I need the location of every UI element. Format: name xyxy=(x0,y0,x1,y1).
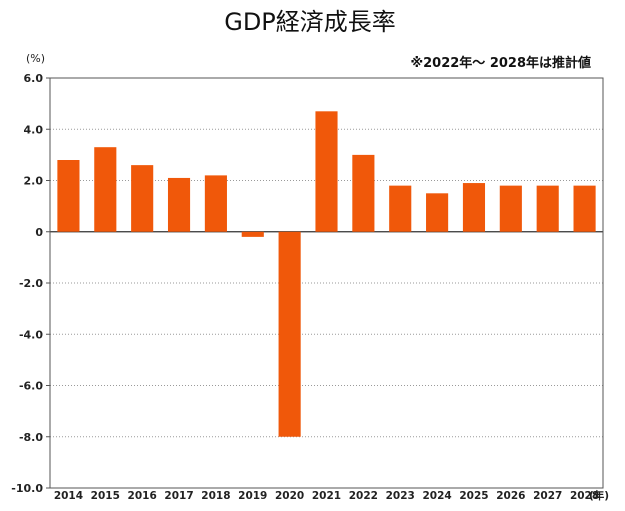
x-tick-label: 2022 xyxy=(349,490,378,502)
x-tick-label: 2028 xyxy=(570,490,599,502)
bar-2026 xyxy=(499,185,522,232)
x-axis-ticks: 2014 2015 2016 2017 2018 2019 2020 2021 2022 2023… xyxy=(54,490,599,502)
bar-2025 xyxy=(462,183,486,232)
x-axis-unit: (年) xyxy=(589,489,609,502)
x-tick-label: 2020 xyxy=(275,490,304,502)
bar-2015 xyxy=(94,147,117,232)
bar-2028 xyxy=(573,185,596,232)
y-axis-unit: (%) xyxy=(26,52,45,65)
bar-2024 xyxy=(426,193,449,232)
x-tick-label: 2021 xyxy=(312,490,341,502)
x-tick-label: 2025 xyxy=(459,490,488,502)
bars xyxy=(57,111,596,437)
y-tick-label: -8.0 xyxy=(19,431,43,444)
bar-2014 xyxy=(57,160,80,232)
x-tick-label: 2014 xyxy=(54,490,83,502)
x-tick-label: 2018 xyxy=(201,490,230,502)
y-tick-label: -2.0 xyxy=(19,277,43,290)
y-tick-label: -4.0 xyxy=(19,328,43,341)
x-tick-label: 2026 xyxy=(496,490,525,502)
x-tick-label: 2015 xyxy=(91,490,120,502)
y-axis-ticks: 6.0 4.0 2.0 0 -2.0 -4.0 -6.0 -8.0 -10.0 xyxy=(11,72,43,495)
x-tick-label: 2017 xyxy=(164,490,193,502)
bar-2021 xyxy=(315,111,338,232)
y-tick-label: 4.0 xyxy=(24,123,44,136)
bar-2020 xyxy=(278,231,301,437)
chart-title: GDP経済成長率 xyxy=(224,8,396,36)
bar-2018 xyxy=(204,175,227,232)
y-tick-label: -6.0 xyxy=(19,380,43,393)
bar-2019 xyxy=(241,231,264,237)
x-tick-label: 2016 xyxy=(128,490,157,502)
y-tick-label: 6.0 xyxy=(24,72,44,85)
x-tick-label: 2023 xyxy=(386,490,415,502)
bar-2022 xyxy=(352,154,375,232)
x-tick-label: 2024 xyxy=(422,490,451,502)
y-tick-label: -10.0 xyxy=(11,482,43,495)
x-tick-label: 2019 xyxy=(238,490,267,502)
plot-frame xyxy=(49,77,604,489)
y-tick-label: 2.0 xyxy=(24,175,44,188)
y-tick-label: 0 xyxy=(35,226,43,239)
bar-2016 xyxy=(131,165,154,232)
bar-2017 xyxy=(167,177,191,232)
chart-note: ※2022年～ 2028年は推計値 xyxy=(410,55,591,71)
x-tick-label: 2027 xyxy=(533,490,562,502)
bar-2027 xyxy=(536,185,559,232)
bar-2023 xyxy=(389,185,412,232)
